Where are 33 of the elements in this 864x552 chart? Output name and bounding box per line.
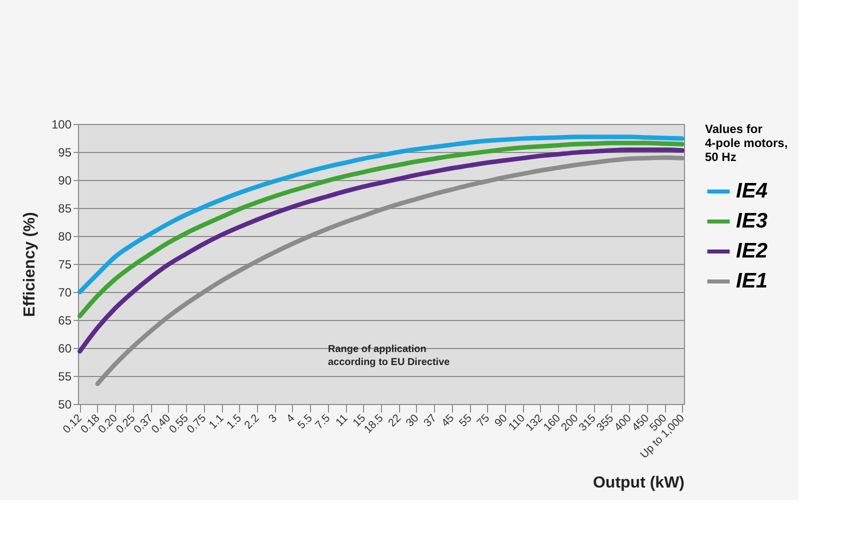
- x-tick-label: 55: [457, 412, 474, 430]
- y-tick-label: 70: [58, 286, 72, 300]
- y-tick-label: 65: [58, 314, 72, 328]
- x-tick-label: 45: [439, 412, 457, 430]
- x-tick-label: 2.2: [242, 412, 262, 432]
- x-tick-label: 11: [334, 412, 350, 429]
- x-tick-label: 3: [266, 412, 280, 426]
- legend-label: IE1: [736, 270, 768, 292]
- legend-label: IE3: [736, 210, 768, 232]
- x-tick-label: 7.5: [313, 412, 333, 432]
- x-tick-label: 5.5: [296, 412, 315, 432]
- y-tick-label: 85: [58, 202, 72, 216]
- x-tick-label: 1.1: [206, 412, 226, 432]
- x-tick-label: 75: [474, 412, 492, 430]
- y-tick-label: 90: [58, 174, 72, 188]
- x-tick-label: 4: [284, 412, 298, 426]
- legend-label: IE2: [736, 240, 768, 262]
- y-tick-label: 95: [58, 146, 72, 160]
- x-axis-title: Output (kW): [592, 474, 684, 492]
- y-tick-label: 55: [58, 370, 72, 384]
- legend-title: Values for 4-pole motors, 50 Hz: [705, 122, 788, 164]
- x-tick-label: 37: [422, 412, 439, 430]
- annotation: Range of application according to EU Directive: [328, 344, 450, 368]
- x-tick-label: 22: [386, 412, 404, 430]
- y-tick-label: 75: [58, 258, 72, 272]
- y-tick-label: 50: [58, 398, 72, 412]
- legend-label: IE4: [736, 180, 768, 202]
- y-tick-label: 60: [58, 342, 72, 356]
- x-tick-label: 1.5: [224, 412, 244, 432]
- y-tick-label: 80: [58, 230, 72, 244]
- y-axis-title: Efficiency (%): [21, 212, 38, 317]
- x-tick-label: 30: [404, 412, 422, 430]
- y-tick-label: 100: [51, 118, 72, 132]
